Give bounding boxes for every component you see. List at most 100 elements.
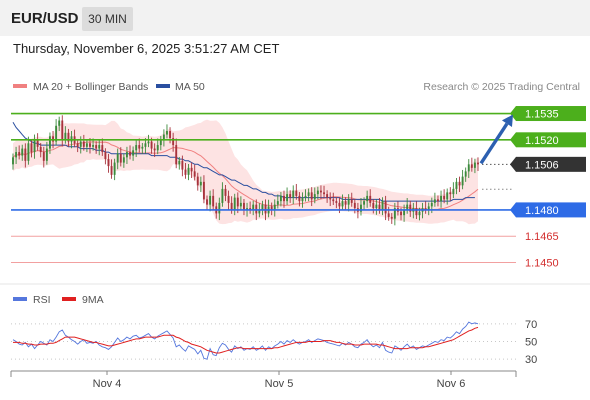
pivot-tag	[516, 202, 586, 218]
candlestick	[437, 195, 439, 207]
candlestick	[409, 200, 412, 217]
resistance-tag	[516, 106, 586, 122]
candlestick	[125, 146, 128, 164]
support-label: 1.1450	[525, 257, 559, 269]
candlestick	[443, 189, 446, 204]
candlestick	[147, 134, 150, 148]
candlestick	[313, 187, 316, 204]
candlestick	[375, 199, 378, 215]
candlestick	[372, 199, 375, 214]
candlestick	[464, 167, 467, 182]
ma20-legend-swatch	[13, 84, 27, 88]
last-price-label: 1.1506	[525, 159, 559, 171]
candlestick	[461, 169, 464, 190]
level-1-1480: 1.1480	[11, 202, 586, 218]
candlestick	[64, 126, 67, 144]
rsi-line	[12, 321, 479, 360]
candlestick	[138, 138, 141, 153]
candlestick	[184, 162, 187, 179]
candlestick	[95, 141, 98, 154]
candlestick	[353, 199, 356, 214]
candlestick	[329, 192, 332, 207]
candlestick	[162, 129, 165, 147]
candlestick	[12, 153, 14, 170]
timeframe-badge[interactable]: 30 MIN	[82, 7, 133, 31]
candlestick	[273, 199, 276, 217]
level-1-1450: 1.1450	[11, 257, 559, 269]
candlestick	[144, 138, 147, 154]
candlestick	[227, 190, 230, 210]
x-axis-ticks: Nov 4 Nov 5 Nov 6	[93, 371, 466, 390]
candlestick	[178, 156, 181, 170]
rsi-legend-swatch	[13, 297, 27, 301]
forecast-arrow	[479, 114, 513, 165]
candlestick	[76, 139, 79, 153]
candlestick	[403, 204, 406, 222]
level-1-1535: 1.1535	[11, 106, 586, 122]
candlestick	[369, 189, 372, 207]
candlestick	[319, 185, 322, 200]
candlestick	[119, 147, 122, 167]
candlestick	[378, 197, 381, 214]
candlestick	[307, 188, 310, 202]
resistance-label: 1.1520	[525, 135, 559, 147]
candlestick	[323, 185, 325, 198]
candlestick	[156, 138, 159, 155]
candlestick	[289, 190, 292, 203]
rsi-tick-label: 50	[525, 337, 537, 349]
candlestick	[310, 187, 313, 207]
candlestick	[116, 148, 119, 170]
candlestick	[221, 182, 224, 207]
candlestick	[424, 201, 427, 214]
candlestick	[166, 124, 168, 139]
bollinger-band-area	[13, 119, 478, 225]
candlestick	[129, 145, 131, 160]
candlestick	[292, 185, 295, 205]
candlestick	[27, 136, 30, 165]
level-1-1520: 1.1520	[11, 132, 586, 148]
ma9-legend-swatch	[62, 297, 76, 301]
candlestick	[249, 201, 252, 214]
candlestick	[390, 213, 393, 224]
candlestick	[344, 197, 347, 210]
price-layer	[12, 115, 479, 226]
candlestick	[304, 189, 307, 202]
level-layer: 1.1535 1.1520 1.1506 1.1480 1.1465 1.1450	[11, 106, 586, 269]
x-tick-label: Nov 4	[93, 378, 122, 390]
candlestick	[89, 138, 91, 154]
candlestick	[393, 202, 396, 226]
candlestick	[316, 186, 319, 200]
candlestick	[187, 163, 190, 181]
candlestick	[101, 138, 104, 156]
candlestick	[440, 190, 443, 208]
candlestick	[24, 143, 27, 168]
candlestick	[42, 146, 45, 168]
candlestick	[477, 157, 479, 172]
candlestick	[252, 200, 255, 216]
candlestick	[199, 176, 202, 193]
candlestick	[218, 197, 221, 221]
candlestick	[110, 159, 113, 179]
candlestick	[58, 116, 61, 132]
candlestick	[132, 146, 135, 161]
candlestick	[206, 195, 208, 210]
ma9-legend-label: 9MA	[82, 294, 104, 306]
candlestick	[61, 115, 64, 147]
candlestick	[48, 132, 51, 154]
candlestick	[286, 187, 289, 205]
candlestick	[433, 192, 436, 207]
candlestick	[230, 196, 233, 214]
candlestick	[360, 197, 362, 216]
candlestick	[366, 190, 369, 208]
candlestick	[181, 155, 184, 177]
ma50-legend-swatch	[156, 84, 170, 88]
candlestick	[458, 176, 461, 193]
rsi-ma9-line	[13, 326, 479, 354]
candlestick	[350, 192, 353, 207]
x-tick-label: Nov 6	[437, 378, 466, 390]
candlestick	[279, 192, 282, 207]
level-1-1506: 1.1506	[482, 156, 586, 172]
candlestick	[45, 141, 48, 165]
rsi-tick-label: 70	[525, 319, 537, 331]
